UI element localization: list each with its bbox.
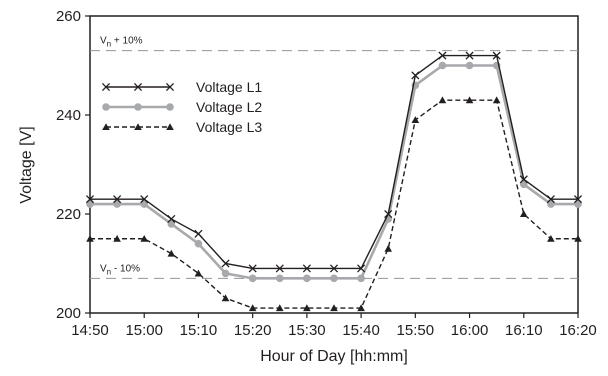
legend-marker-end xyxy=(166,123,174,131)
data-point-9 xyxy=(329,264,339,273)
legend-marker-mid xyxy=(134,123,142,131)
x-tick-label-4: 15:30 xyxy=(288,322,326,339)
legend-label-0: Voltage L1 xyxy=(196,79,262,95)
legend-entry-2: Voltage L3 xyxy=(102,119,262,135)
y-tick-label-3: 260 xyxy=(56,8,81,25)
data-point-11 xyxy=(384,244,393,252)
data-point-15 xyxy=(492,51,501,60)
legend-entry-1: Voltage L2 xyxy=(102,99,262,115)
data-point-1 xyxy=(113,234,121,242)
series-voltage-l1 xyxy=(85,51,583,273)
data-point-16 xyxy=(519,180,528,189)
x-tick-label-7: 16:00 xyxy=(451,322,489,339)
data-point-7 xyxy=(275,264,284,273)
data-point-2 xyxy=(140,234,149,242)
data-point-1 xyxy=(113,195,122,204)
data-point-18 xyxy=(574,234,582,242)
data-point-5 xyxy=(221,269,230,278)
data-point-17 xyxy=(547,200,555,208)
y-axis: 200 220 240 260 xyxy=(56,8,90,322)
legend-entry-0: Voltage L1 xyxy=(101,79,262,95)
data-point-8 xyxy=(303,304,311,312)
x-axis-label: Hour of Day [hh:mm] xyxy=(260,348,408,365)
x-tick-label-5: 15:40 xyxy=(342,322,380,339)
y-tick-label-1: 220 xyxy=(56,206,81,223)
reference-label-1: Vn - 10% xyxy=(100,263,140,276)
legend-label-2: Voltage L3 xyxy=(196,119,262,135)
data-point-1 xyxy=(113,200,121,208)
x-axis: 14:50 15:00 15:10 15:20 15:30 15:40 15:50 16:00… xyxy=(71,313,597,339)
data-point-9 xyxy=(330,304,338,312)
data-point-16 xyxy=(519,210,528,218)
plot-frame xyxy=(89,15,579,314)
data-point-5 xyxy=(221,259,230,268)
data-point-10 xyxy=(357,274,365,283)
legend: Voltage L1 Voltage L2 Voltage L3 xyxy=(101,79,262,135)
data-point-12 xyxy=(411,116,420,123)
data-point-7 xyxy=(275,304,284,312)
data-point-0 xyxy=(86,234,94,242)
reference-lines: Vn + 10% Vn - 10% xyxy=(90,36,578,279)
data-point-17 xyxy=(547,234,555,242)
data-point-4 xyxy=(194,239,203,248)
data-point-9 xyxy=(330,274,338,283)
legend-marker-mid xyxy=(133,82,143,92)
series-line xyxy=(90,64,578,280)
data-point-5 xyxy=(221,294,230,302)
data-point-10 xyxy=(357,264,366,273)
data-point-13 xyxy=(438,61,447,70)
data-point-8 xyxy=(302,264,311,273)
data-point-4 xyxy=(194,269,203,277)
data-point-13 xyxy=(438,96,447,104)
legend-marker-start xyxy=(102,103,110,111)
data-point-11 xyxy=(384,209,393,219)
reference-label-0: Vn + 10% xyxy=(100,36,143,49)
legend-marker-mid xyxy=(134,103,142,111)
data-point-0 xyxy=(85,195,95,204)
series-voltage-l3 xyxy=(86,96,582,312)
data-point-13 xyxy=(438,51,447,60)
data-point-15 xyxy=(492,96,501,104)
data-point-10 xyxy=(357,304,365,312)
legend-label-1: Voltage L2 xyxy=(196,99,262,115)
y-tick-label-0: 200 xyxy=(56,305,81,322)
data-point-18 xyxy=(573,195,583,204)
data-point-17 xyxy=(546,195,555,204)
data-point-6 xyxy=(248,274,257,283)
data-point-3 xyxy=(167,249,176,257)
legend-marker-end xyxy=(165,82,175,92)
data-point-4 xyxy=(194,229,203,238)
data-point-8 xyxy=(303,274,311,283)
x-tick-label-6: 15:50 xyxy=(397,322,435,339)
data-point-14 xyxy=(465,51,474,60)
legend-marker-start xyxy=(102,123,110,131)
x-tick-label-9: 16:20 xyxy=(559,322,597,339)
series-layer xyxy=(85,51,583,312)
data-point-2 xyxy=(140,200,149,208)
data-point-12 xyxy=(411,71,420,80)
legend-marker-start xyxy=(101,82,111,92)
data-point-2 xyxy=(140,195,149,204)
data-point-6 xyxy=(248,304,257,312)
data-point-3 xyxy=(167,214,176,224)
data-point-18 xyxy=(574,200,582,208)
x-tick-label-1: 15:00 xyxy=(125,322,163,339)
x-tick-label-0: 14:50 xyxy=(71,322,109,339)
data-point-3 xyxy=(167,220,176,228)
data-point-0 xyxy=(86,200,94,208)
data-point-6 xyxy=(248,264,257,273)
data-point-16 xyxy=(519,175,528,184)
data-point-14 xyxy=(465,61,474,70)
legend-marker-end xyxy=(166,103,174,111)
data-point-7 xyxy=(275,274,284,283)
y-tick-label-2: 240 xyxy=(56,107,81,124)
x-tick-label-8: 16:10 xyxy=(505,322,543,339)
x-tick-label-2: 15:10 xyxy=(180,322,218,339)
x-tick-label-3: 15:20 xyxy=(234,322,272,339)
series-voltage-l2 xyxy=(86,61,582,283)
y-axis-label: Voltage [V] xyxy=(18,126,35,203)
data-point-14 xyxy=(465,96,474,104)
